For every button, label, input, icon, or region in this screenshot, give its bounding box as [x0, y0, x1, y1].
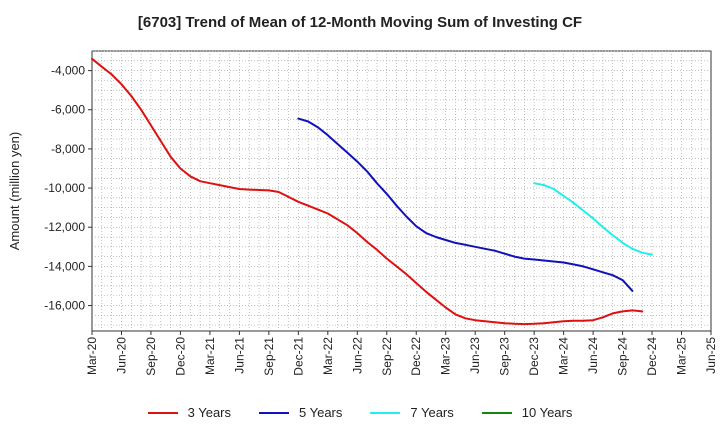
y-tick-label: -6,000 [51, 103, 85, 117]
y-tick-label: -8,000 [51, 142, 85, 156]
chart-title: [6703] Trend of Mean of 12-Month Moving … [137, 14, 583, 31]
legend-label: 3 Years [187, 405, 231, 420]
y-tick-label: -10,000 [44, 181, 85, 195]
x-tick-label: Mar-21 [203, 337, 217, 375]
x-tick-label: Mar-20 [85, 337, 99, 375]
y-tick-label: -4,000 [51, 64, 85, 78]
x-tick-label: Sep-21 [262, 337, 276, 376]
y-tick-label: -14,000 [44, 259, 85, 273]
y-axis-title: Amount (million yen) [7, 132, 22, 251]
series-line-7-years [533, 182, 653, 256]
x-tick-label: Jun-23 [468, 337, 482, 374]
legend-label: 10 Years [521, 405, 573, 420]
series-line-3-years [91, 57, 644, 326]
series-line-5-years [297, 117, 634, 292]
x-tick-label: Sep-20 [144, 337, 158, 376]
x-tick-label: Sep-24 [616, 337, 630, 376]
legend-label: 5 Years [299, 405, 343, 420]
legend-swatch [481, 411, 512, 414]
x-tick-label: Mar-22 [321, 337, 335, 375]
x-tick-label: Jun-21 [232, 337, 246, 374]
plot-area [91, 50, 712, 332]
x-tick-label: Dec-24 [645, 337, 659, 376]
x-tick-label: Mar-25 [675, 337, 689, 375]
x-tick-label: Sep-23 [498, 337, 512, 376]
legend-swatch [259, 411, 289, 414]
x-tick-label: Mar-24 [557, 337, 571, 375]
grid-lines [92, 50, 711, 331]
legend-swatch [147, 411, 178, 414]
x-tick-label: Mar-23 [439, 337, 453, 375]
series-lines [91, 57, 653, 326]
x-tick-label: Dec-20 [173, 337, 187, 376]
legend-label: 7 Years [410, 405, 454, 420]
x-tick-label: Dec-23 [527, 337, 541, 376]
x-tick-label: Jun-25 [704, 337, 718, 374]
legend-item: 10 Years [481, 405, 573, 420]
x-tick-label: Jun-24 [586, 337, 600, 374]
legend: 3 Years 5 Years 7 Years 10 Years [0, 405, 720, 420]
x-tick-label: Dec-22 [409, 337, 423, 376]
legend-item: 5 Years [259, 405, 342, 420]
x-tick-label: Jun-22 [350, 337, 364, 374]
x-tick-label: Dec-21 [291, 337, 305, 376]
legend-item: 7 Years [370, 405, 454, 420]
x-tick-label: Jun-20 [114, 337, 128, 374]
y-tick-label: -12,000 [44, 220, 85, 234]
legend-swatch [370, 411, 401, 414]
x-tick-label: Sep-22 [380, 337, 394, 376]
y-tick-label: -16,000 [44, 299, 85, 313]
legend-item: 3 Years [147, 405, 231, 420]
axes: -4,000 -6,000 -8,000 -10,000 -12,000 -14,000 -… [44, 64, 718, 376]
